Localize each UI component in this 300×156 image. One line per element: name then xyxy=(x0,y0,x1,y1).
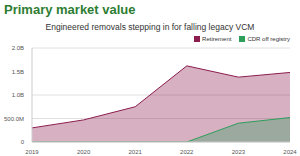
svg-text:2019: 2019 xyxy=(25,149,39,155)
svg-text:2021: 2021 xyxy=(129,149,143,155)
svg-text:1.5B: 1.5B xyxy=(12,69,24,75)
svg-text:1.0B: 1.0B xyxy=(12,92,24,98)
svg-text:2022: 2022 xyxy=(180,149,194,155)
html-text:Retirement: Retirement xyxy=(202,36,232,42)
svg-text:500.0M: 500.0M xyxy=(8,116,24,122)
svg-text:2024: 2024 xyxy=(283,149,292,155)
svg-text:2023: 2023 xyxy=(232,149,246,155)
html-text:Engineered removals stepping i: Engineered removals stepping in for fall… xyxy=(45,22,255,32)
html-text:CDR off registry: CDR off registry xyxy=(247,36,290,42)
html-text:Primary market value: Primary market value xyxy=(4,2,136,17)
svg-text:2020: 2020 xyxy=(77,149,91,155)
svg-text:0: 0 xyxy=(21,139,25,145)
svg-text:2.0B: 2.0B xyxy=(12,45,24,51)
